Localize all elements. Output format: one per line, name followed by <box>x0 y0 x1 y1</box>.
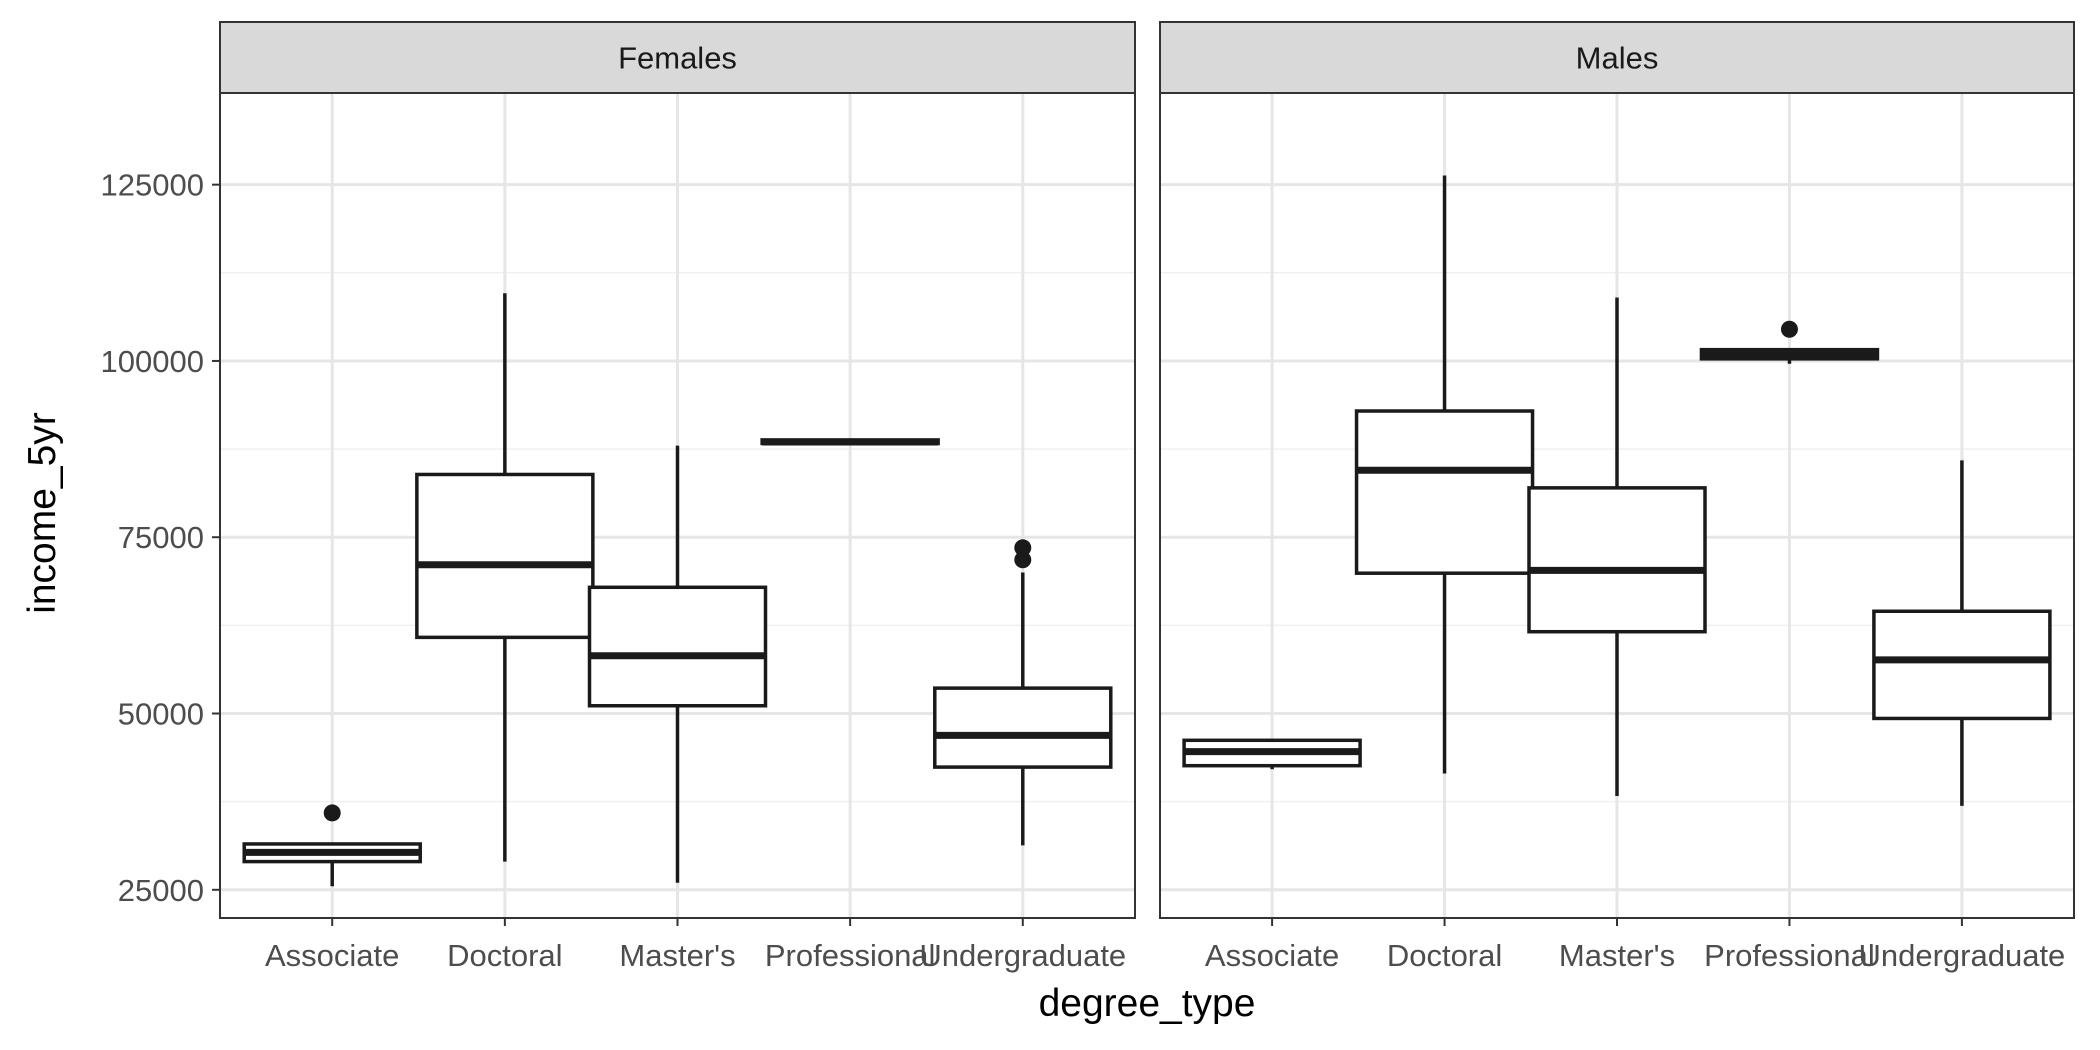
box-associate <box>1182 738 1362 770</box>
x-tick-label: Professional <box>765 938 936 973</box>
facet-strip <box>219 21 1136 94</box>
facet-panels: Females Associate Doctoral Master's Professi… <box>219 21 2075 973</box>
facet-panel-males: Males Associate Doctoral Master's Profession… <box>1159 21 2075 973</box>
x-axis-title: degree_type <box>1039 982 1256 1025</box>
facet-strip-label: Females <box>618 41 737 76</box>
outlier-point <box>1014 551 1032 569</box>
box-professional <box>760 438 940 446</box>
box-body <box>587 585 768 708</box>
box-body <box>415 472 595 640</box>
box-body <box>1527 486 1707 634</box>
y-tick-label: 50000 <box>118 697 204 732</box>
box-body <box>1354 409 1535 575</box>
box-associate <box>242 804 422 887</box>
facet-strip <box>1159 21 2075 94</box>
y-axis: 25000 50000 75000 100000 125000 <box>101 168 220 908</box>
x-tick-label: Doctoral <box>1387 938 1502 973</box>
y-tick-label: 25000 <box>118 873 204 908</box>
box-undergraduate <box>1872 460 2052 806</box>
box-body <box>1872 609 2052 721</box>
y-tick-label: 100000 <box>101 344 204 379</box>
box-doctoral <box>1354 175 1535 774</box>
facet-strip-label: Males <box>1576 41 1659 76</box>
outlier-point <box>1780 320 1798 338</box>
box-body <box>933 686 1113 769</box>
x-tick-label: Master's <box>1559 938 1675 973</box>
x-tick-label: Undergraduate <box>919 938 1126 973</box>
box-professional <box>1699 320 1880 364</box>
y-tick-label: 75000 <box>118 520 204 555</box>
box-masters <box>1527 297 1707 797</box>
x-tick-label: Professional <box>1704 938 1875 973</box>
box-doctoral <box>415 293 595 862</box>
x-tick-label: Undergraduate <box>1858 938 2065 973</box>
y-tick-label: 125000 <box>101 168 204 203</box>
box-masters <box>587 445 768 883</box>
x-tick-label: Master's <box>619 938 735 973</box>
facet-panel-females: Females Associate Doctoral Master's Professi… <box>219 21 1136 973</box>
x-tick-label: Associate <box>1205 938 1339 973</box>
x-tick-label: Associate <box>265 938 399 973</box>
outlier-point <box>1014 539 1032 557</box>
box-undergraduate <box>933 539 1113 846</box>
x-tick-label: Doctoral <box>447 938 562 973</box>
y-axis-title: income_5yr <box>21 412 64 614</box>
outlier-point <box>323 804 341 822</box>
